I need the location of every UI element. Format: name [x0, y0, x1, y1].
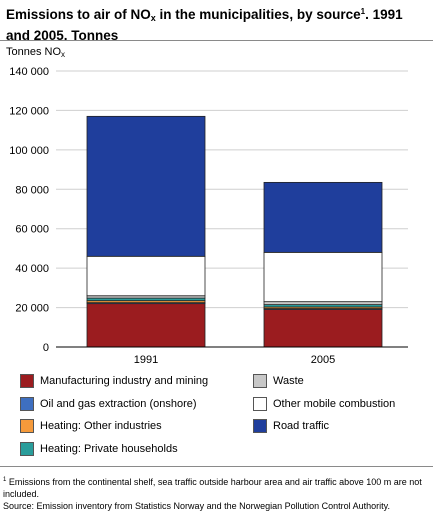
legend-swatch — [20, 441, 34, 456]
bar-segment — [263, 309, 383, 348]
y-tick-label: 60 000 — [15, 224, 49, 236]
bar-segment — [263, 251, 383, 303]
legend-swatch — [20, 396, 34, 411]
footnote-line-1: 1 Emissions from the continental shelf, … — [3, 477, 422, 499]
legend-swatch — [253, 396, 267, 411]
bar-segment — [86, 115, 206, 257]
x-tick-label: 1991 — [134, 354, 158, 366]
legend-label: Oil and gas extraction (onshore) — [40, 397, 197, 410]
y-tick-label: 100 000 — [9, 145, 49, 157]
legend-label: Manufacturing industry and mining — [40, 375, 209, 387]
chart-title: Emissions to air of NOx in the municipal… — [6, 7, 403, 43]
bar-segment — [86, 255, 206, 297]
legend: Manufacturing industry and mining Oil and… — [20, 374, 396, 456]
y-tick-label: 120 000 — [9, 105, 49, 117]
y-tick-label: 140 000 — [9, 66, 49, 78]
x-tick-label: 2005 — [311, 354, 335, 366]
footnote-line-2: Source: Emission inventory from Statisti… — [3, 501, 391, 511]
y-tick-label: 80 000 — [15, 184, 49, 196]
y-axis-label: Tonnes NOx — [6, 46, 66, 59]
legend-label: Other mobile combustion — [273, 397, 396, 410]
legend-label: Heating: Private households — [40, 442, 178, 455]
footnote: 1 Emissions from the continental shelf, … — [3, 474, 428, 512]
legend-label: Waste — [273, 375, 304, 387]
legend-label: Heating: Other industries — [40, 420, 162, 432]
title-divider — [0, 40, 433, 41]
legend-label: Road traffic — [273, 420, 330, 432]
legend-swatch — [20, 374, 34, 388]
legend-swatch — [253, 419, 267, 433]
legend-swatch — [253, 374, 267, 388]
y-tick-label: 40 000 — [15, 263, 49, 275]
stacked-bar-chart: 0 20 000 40 000 60 000 80 000 100 000 120 000 1… — [9, 66, 408, 366]
y-tick-label: 20 000 — [15, 303, 49, 315]
legend-swatch — [20, 419, 34, 433]
footnote-divider — [0, 466, 433, 467]
y-tick-label: 0 — [43, 342, 49, 354]
bar-segment — [263, 181, 383, 253]
